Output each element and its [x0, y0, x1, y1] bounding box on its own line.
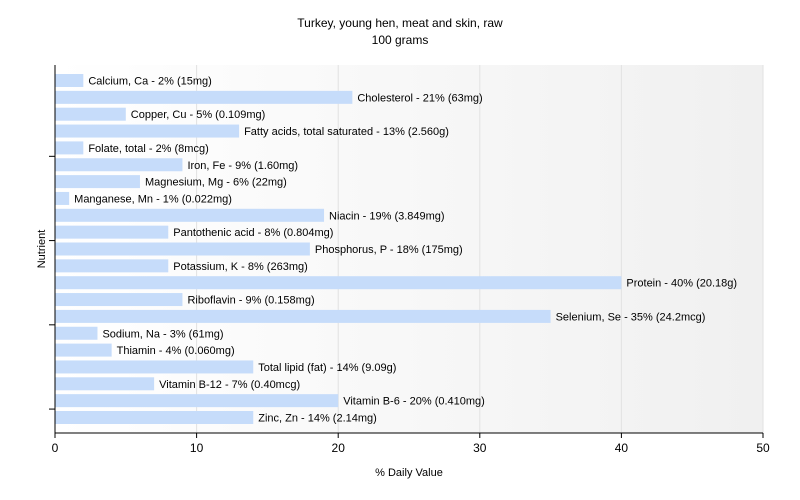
- bar-data-label: Manganese, Mn - 1% (0.022mg): [74, 193, 232, 205]
- x-tick-label: 10: [190, 441, 204, 455]
- bar-data-label: Total lipid (fat) - 14% (9.09g): [258, 362, 396, 374]
- bar-data-label: Magnesium, Mg - 6% (22mg): [145, 177, 287, 189]
- bar-data-label: Potassium, K - 8% (263mg): [173, 261, 308, 273]
- bar: [55, 90, 353, 104]
- bar: [55, 326, 98, 340]
- bar: [55, 259, 169, 273]
- bar-data-label: Cholesterol - 21% (63mg): [357, 92, 482, 104]
- bar: [55, 225, 169, 239]
- bar-data-label: Thiamin - 4% (0.060mg): [117, 345, 235, 357]
- chart-title: Turkey, young hen, meat and skin, raw: [297, 16, 503, 30]
- bar-data-label: Zinc, Zn - 14% (2.14mg): [258, 413, 377, 425]
- bar-data-label: Copper, Cu - 5% (0.109mg): [131, 109, 266, 121]
- bar: [55, 107, 126, 121]
- x-tick-label: 40: [615, 441, 629, 455]
- bar: [55, 309, 551, 323]
- bar-data-label: Fatty acids, total saturated - 13% (2.56…: [244, 126, 449, 138]
- bar: [55, 191, 70, 205]
- axes-group: 0 10 20 30 40 50: [49, 65, 770, 455]
- bar: [55, 377, 155, 391]
- x-tick-label: 50: [756, 441, 770, 455]
- bar: [55, 276, 622, 290]
- bar: [55, 141, 84, 155]
- bar-data-label: Folate, total - 2% (8mcg): [88, 143, 208, 155]
- bar-data-label: Selenium, Se - 35% (24.2mcg): [556, 311, 706, 323]
- chart-subtitle: 100 grams: [372, 33, 429, 47]
- bar-data-label: Vitamin B-12 - 7% (0.40mcg): [159, 379, 300, 391]
- bar-data-label: Iron, Fe - 9% (1.60mg): [187, 160, 298, 172]
- bar: [55, 293, 183, 307]
- bar: [55, 394, 339, 408]
- bars-group: Calcium, Ca - 2% (15mg) Cholesterol - 21%…: [55, 74, 737, 425]
- bar-data-label: Calcium, Ca - 2% (15mg): [88, 76, 211, 88]
- bar-data-label: Sodium, Na - 3% (61mg): [102, 328, 223, 340]
- x-axis-label: % Daily Value: [375, 467, 443, 479]
- y-axis-label: Nutrient: [36, 230, 48, 269]
- x-tick-label: 20: [332, 441, 346, 455]
- bar-data-label: Phosphorus, P - 18% (175mg): [315, 244, 463, 256]
- bar: [55, 242, 310, 256]
- bar: [55, 360, 254, 374]
- bar: [55, 158, 183, 172]
- bar-data-label: Protein - 40% (20.18g): [626, 278, 737, 290]
- bar: [55, 124, 240, 138]
- bar: [55, 411, 254, 424]
- x-tick-label: 0: [52, 441, 59, 455]
- bar: [55, 208, 325, 222]
- bar-data-label: Vitamin B-6 - 20% (0.410mg): [343, 396, 485, 408]
- bar: [55, 74, 84, 87]
- x-tick-label: 30: [473, 441, 487, 455]
- bar-data-label: Niacin - 19% (3.849mg): [329, 210, 445, 222]
- bar: [55, 343, 112, 357]
- bar-data-label: Riboflavin - 9% (0.158mg): [187, 295, 314, 307]
- bar-data-label: Pantothenic acid - 8% (0.804mg): [173, 227, 333, 239]
- bar: [55, 175, 140, 189]
